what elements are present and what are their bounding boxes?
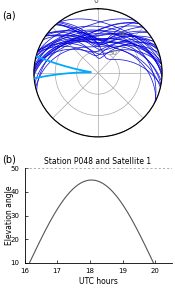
Text: (b): (b)	[2, 155, 16, 165]
Text: 60°: 60°	[119, 31, 131, 37]
Text: 30°: 30°	[109, 50, 121, 56]
Title: Station P048 and Satellite 1: Station P048 and Satellite 1	[44, 157, 152, 166]
X-axis label: UTC hours: UTC hours	[79, 277, 117, 286]
Text: 0°: 0°	[94, 0, 102, 5]
Text: (a): (a)	[2, 10, 15, 20]
Y-axis label: Elevation angle: Elevation angle	[5, 186, 14, 245]
